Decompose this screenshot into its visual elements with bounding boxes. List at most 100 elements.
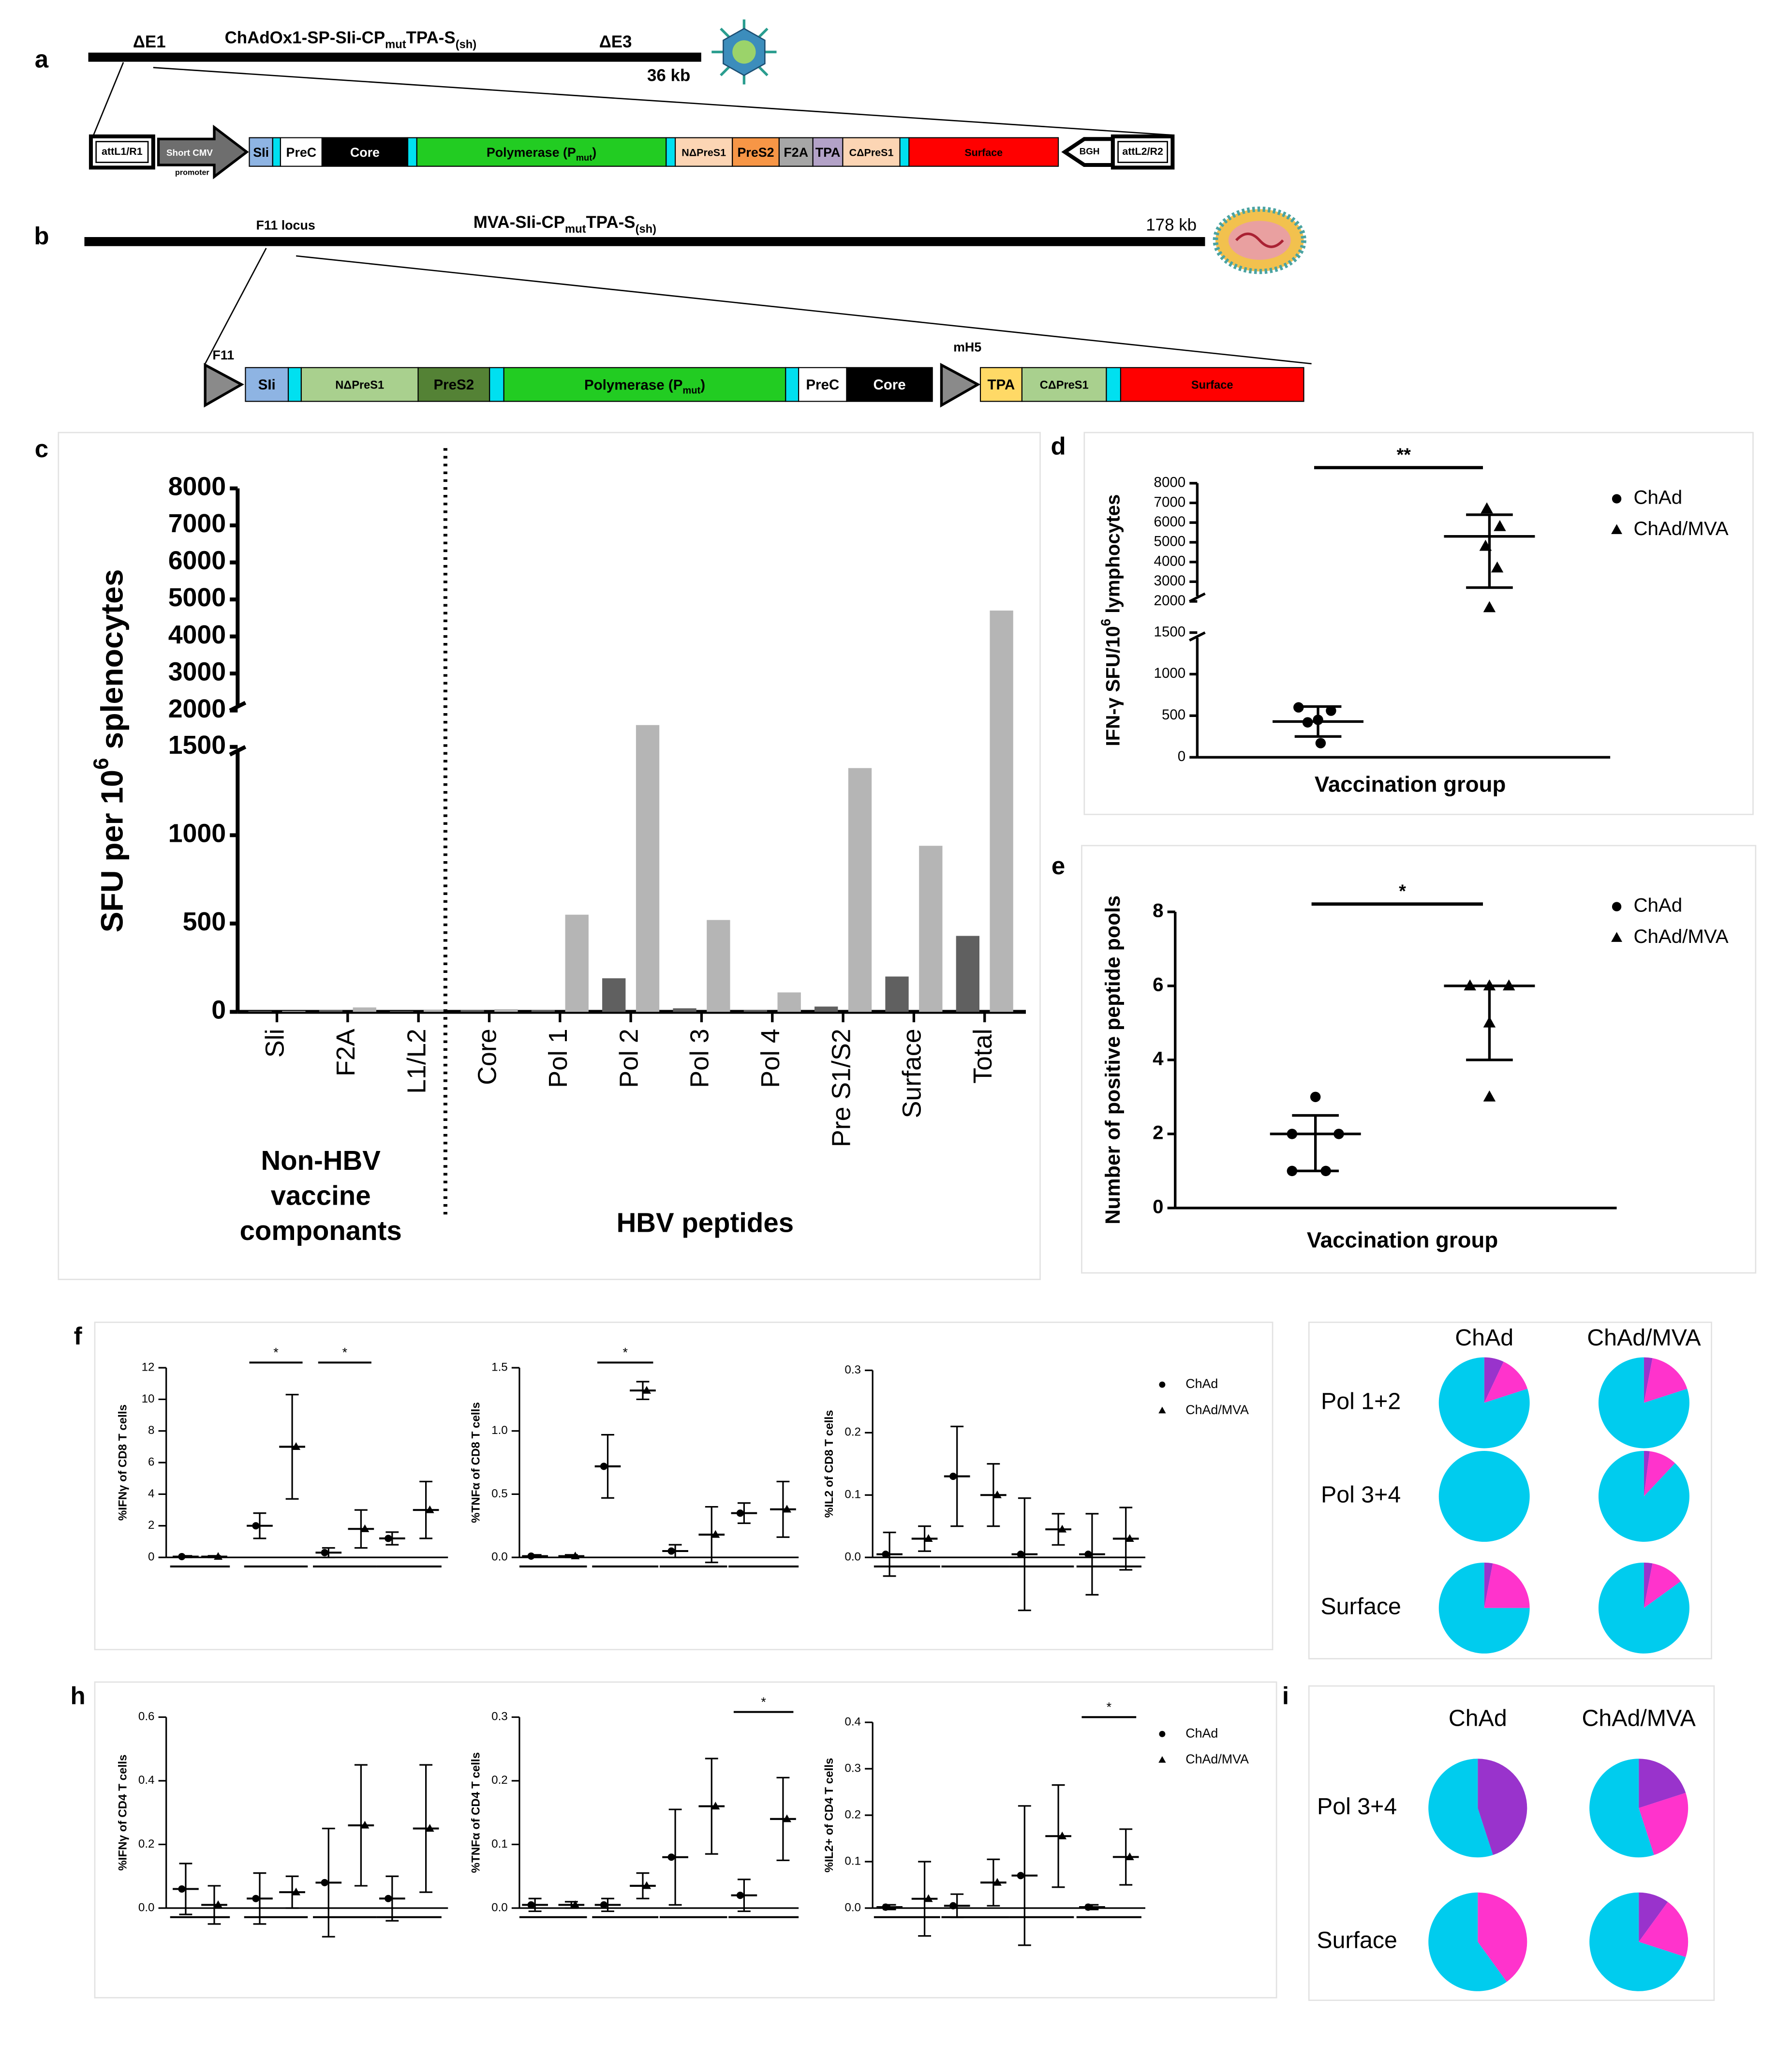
pie-wedge [1644,1450,1650,1496]
gene-segment [489,367,504,402]
deletion-label: ΔE3 [599,32,632,51]
data-point [1084,1551,1092,1558]
x-tick-label: Pol 2 [614,1029,643,1088]
genome-size: 36 kb [647,66,690,85]
y-tick-label: 500 [183,907,226,936]
pie-wedge [1478,1759,1527,1855]
data-point [1481,502,1493,514]
data-point [924,1534,933,1542]
y-axis-label: %TNFα of CD4 T cells [470,1752,483,1873]
segment-label-part: mut [576,152,592,163]
legend-label: ChAd [1633,487,1682,508]
pie-wedge [1428,1892,1507,1991]
y-tick-label: 1000 [168,819,226,848]
pie-wedge [1589,1892,1686,1991]
y-tick-label: 0.1 [844,1854,861,1867]
bar [919,846,943,1012]
x-tick-label: Pol 1 [544,1029,573,1088]
panel-frame [1081,845,1757,1274]
bar [636,725,660,1012]
y-tick-label: 12 [142,1360,155,1373]
panel-frame [58,432,1041,1280]
significance-label: ** [1397,444,1411,464]
bar [390,1011,414,1012]
gene-segment [666,137,676,167]
bar [602,978,626,1012]
legend-marker [1612,902,1622,911]
y-tick-label: 2000 [168,694,226,723]
y-tick-label: 4 [1153,1047,1164,1069]
y-tick-label: 0.3 [844,1761,861,1775]
connector [93,62,124,135]
bar [460,1010,484,1012]
panel-frame [1308,1321,1712,1659]
y-tick-label: 0.0 [138,1901,155,1914]
mva-icon [1213,206,1306,274]
y-tick-label: 0.0 [844,1550,861,1563]
legend-label: ChAd [1633,895,1682,916]
y-tick-label: 1500 [168,731,226,760]
bar [707,920,730,1012]
promoter-triangle [204,362,244,408]
segment-label: Surface [964,147,1003,159]
y-tick-label: 0.0 [491,1901,508,1914]
y-tick-label: 0.5 [491,1487,508,1500]
y-tick-label: 8 [1153,899,1163,921]
group-label: componants [240,1215,402,1246]
gene-segment [245,367,289,402]
legend-marker [1612,494,1622,504]
y-tick-label: 2 [1153,1121,1163,1143]
y-tick-label: 0.4 [138,1774,155,1787]
y-axis-label-part: SFU per 10 [94,770,129,933]
connector [153,67,1173,136]
construct-name-part: (sh) [636,223,656,236]
gene-segment [407,137,417,167]
gene-segment [899,137,910,167]
gene-segment [249,137,273,167]
y-tick-label: 0 [211,996,226,1025]
data-point [667,1853,675,1861]
legend-label: ChAd/MVA [1185,1403,1249,1417]
pie-wedge [1484,1562,1493,1608]
locus-label: F11 locus [256,218,315,232]
segment-label: Polymerase (Pmut) [487,145,596,163]
pie-wedge [1438,1450,1530,1542]
y-tick-label: 10 [142,1392,155,1405]
y-tick-label: 0.2 [844,1426,861,1439]
column-header: ChAd [1455,1325,1513,1351]
data-point [178,1552,186,1560]
axis-break [229,745,247,757]
segment-label: PreS2 [738,145,774,160]
data-point [1315,738,1326,748]
y-tick-label: 2 [148,1519,154,1532]
y-axis-label: %IFNγ of CD4 T cells [116,1755,129,1871]
y-tick-label: 1.5 [491,1360,508,1373]
pie-wedge [1644,1358,1688,1403]
row-label: Pol 3+4 [1321,1482,1401,1508]
data-point [252,1895,260,1902]
data-point [1017,1551,1024,1558]
panel-frame [94,1681,1277,1999]
y-axis-label: %IL2+ of CD4 T cells [823,1758,836,1873]
pie-wedge [1438,1562,1530,1654]
bar [319,1010,343,1012]
data-point [711,1802,720,1810]
y-axis-label-part: lymphocytes [1102,494,1124,619]
x-tick-label: Pol 4 [756,1029,785,1088]
x-tick-label: Surface [898,1029,927,1118]
data-point [360,1821,370,1829]
y-tick-label: 0.0 [844,1901,861,1914]
y-tick-label: 6 [148,1455,154,1468]
y-tick-label: 1.0 [491,1424,508,1437]
y-tick-label: 3000 [168,657,226,686]
y-axis-label-part: IFN-γ SFU/10 [1102,626,1124,746]
gene-segment [503,367,786,402]
y-axis-label-part: 6 [1098,619,1113,626]
y-tick-label: 8 [148,1424,154,1437]
segment-label: NΔPreS1 [335,379,384,392]
y-tick-label: 3000 [1154,573,1186,589]
y-axis-label: %IL2 of CD8 T cells [823,1410,836,1518]
legend-label: ChAd/MVA [1185,1752,1249,1766]
y-tick-label: 0.2 [844,1808,861,1821]
